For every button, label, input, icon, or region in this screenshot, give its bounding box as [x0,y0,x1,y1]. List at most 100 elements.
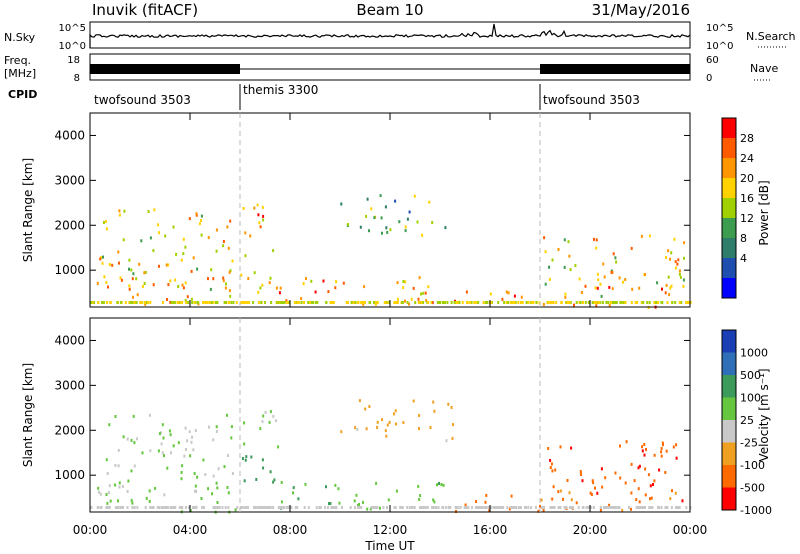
cell-p-ground [568,301,571,304]
ytick-label: 1000 [54,468,85,482]
cell-p-7 [683,241,686,245]
cell-v-ground [637,506,640,509]
cell-p-7 [567,240,570,244]
cell-v-ground [282,506,284,509]
cell-p-1 [177,285,180,288]
cell-p-ground [376,301,379,304]
cell-p-5 [386,230,389,234]
cell-p-0 [158,231,160,235]
cell-p-ground [458,301,461,304]
cell-p-0 [182,252,185,256]
cell-v-7 [580,473,582,476]
cell-v-1 [163,493,166,497]
cell-p-7 [667,275,670,279]
cell-p-ground [331,301,334,304]
cell-v-7 [643,443,646,446]
cell-p-5 [380,216,383,220]
cell-p-ground [197,301,200,304]
cell-p-0 [118,213,121,217]
cell-v-ground [108,506,111,509]
cell-v-ground [553,506,556,509]
cell-p-1 [184,299,187,302]
cell-v-0 [166,466,169,470]
cell-v-ground [441,506,444,509]
cell-v-8 [650,496,653,500]
cell-p-2 [242,207,245,210]
cell-v-7 [624,481,627,485]
cell-v-ground [382,506,385,509]
cell-p-4 [418,276,421,280]
cell-p-8 [542,302,545,306]
cell-v-1 [207,487,210,491]
cell-v-ground [465,506,468,509]
ytick-label: 3000 [54,378,85,392]
cell-v-ground [272,506,275,509]
cell-p-0 [229,269,232,273]
cell-v-ground [563,506,566,509]
cell-v-ground [527,506,530,509]
power-colorbar-swatch [722,258,736,279]
cell-v-ground [319,506,322,509]
cell-p-ground [329,301,332,304]
cell-v-0 [126,490,129,493]
cell-v-ground [467,506,470,509]
cell-p-4 [417,297,420,301]
cell-p-1 [136,293,139,297]
cell-v-ground [511,506,514,509]
cell-v-ground [485,506,488,509]
cell-p-ground [485,301,488,304]
cell-p-ground [332,301,335,304]
cell-p-ground [252,301,255,304]
cell-v-ground [315,506,318,509]
cell-v-6 [475,500,478,503]
cell-v-7 [551,497,554,501]
cell-v-ground [515,506,518,509]
cell-v-4 [417,484,420,488]
cell-v-7 [653,453,656,457]
cell-p-0 [174,278,177,282]
cell-v-ground [648,506,651,509]
cell-p-7 [574,264,577,268]
cell-v-0 [193,472,196,475]
cell-v-1 [154,486,157,490]
cell-p-ground [532,301,535,304]
cell-p-6 [505,290,508,294]
cell-v-ground [475,506,477,509]
cell-p-4 [425,299,428,303]
cell-p-2 [262,214,265,218]
cell-v-ground [506,506,509,509]
cell-p-0 [102,255,104,259]
cell-p-4 [285,299,288,303]
cell-p-7 [669,257,672,261]
cell-v-ground [119,506,122,509]
cell-v-1 [114,483,117,487]
xtick-label: 08:00 [273,523,308,537]
cell-p-5 [340,202,343,206]
cell-p-0 [198,222,201,226]
cell-p-7 [594,286,597,290]
cell-v-6 [537,509,540,513]
cell-p-0 [147,210,150,213]
cell-v-ground [434,506,437,509]
cell-v-1 [108,491,110,495]
cell-p-ground [214,301,217,304]
cell-p-ground [106,301,108,304]
cell-v-3 [261,458,264,462]
cell-v-2 [269,410,272,414]
cell-v-0 [117,448,120,452]
cell-p-ground [607,301,610,304]
cell-v-ground [331,506,334,509]
cell-v-ground [185,506,187,509]
date-title: 31/May/2016 [592,1,690,19]
power-colorbar-swatch [722,278,736,299]
cell-p-4 [420,292,423,296]
cell-v-7 [592,481,595,485]
cpid-segment-1: twofsound 3503 [94,93,191,107]
cell-p-5 [404,225,407,229]
cell-v-4 [280,500,283,504]
cell-p-ground [369,301,372,304]
cell-v-ground [105,506,108,509]
cell-v-0 [118,481,121,485]
cell-v-4 [329,502,332,505]
cell-p-ground [636,301,639,304]
